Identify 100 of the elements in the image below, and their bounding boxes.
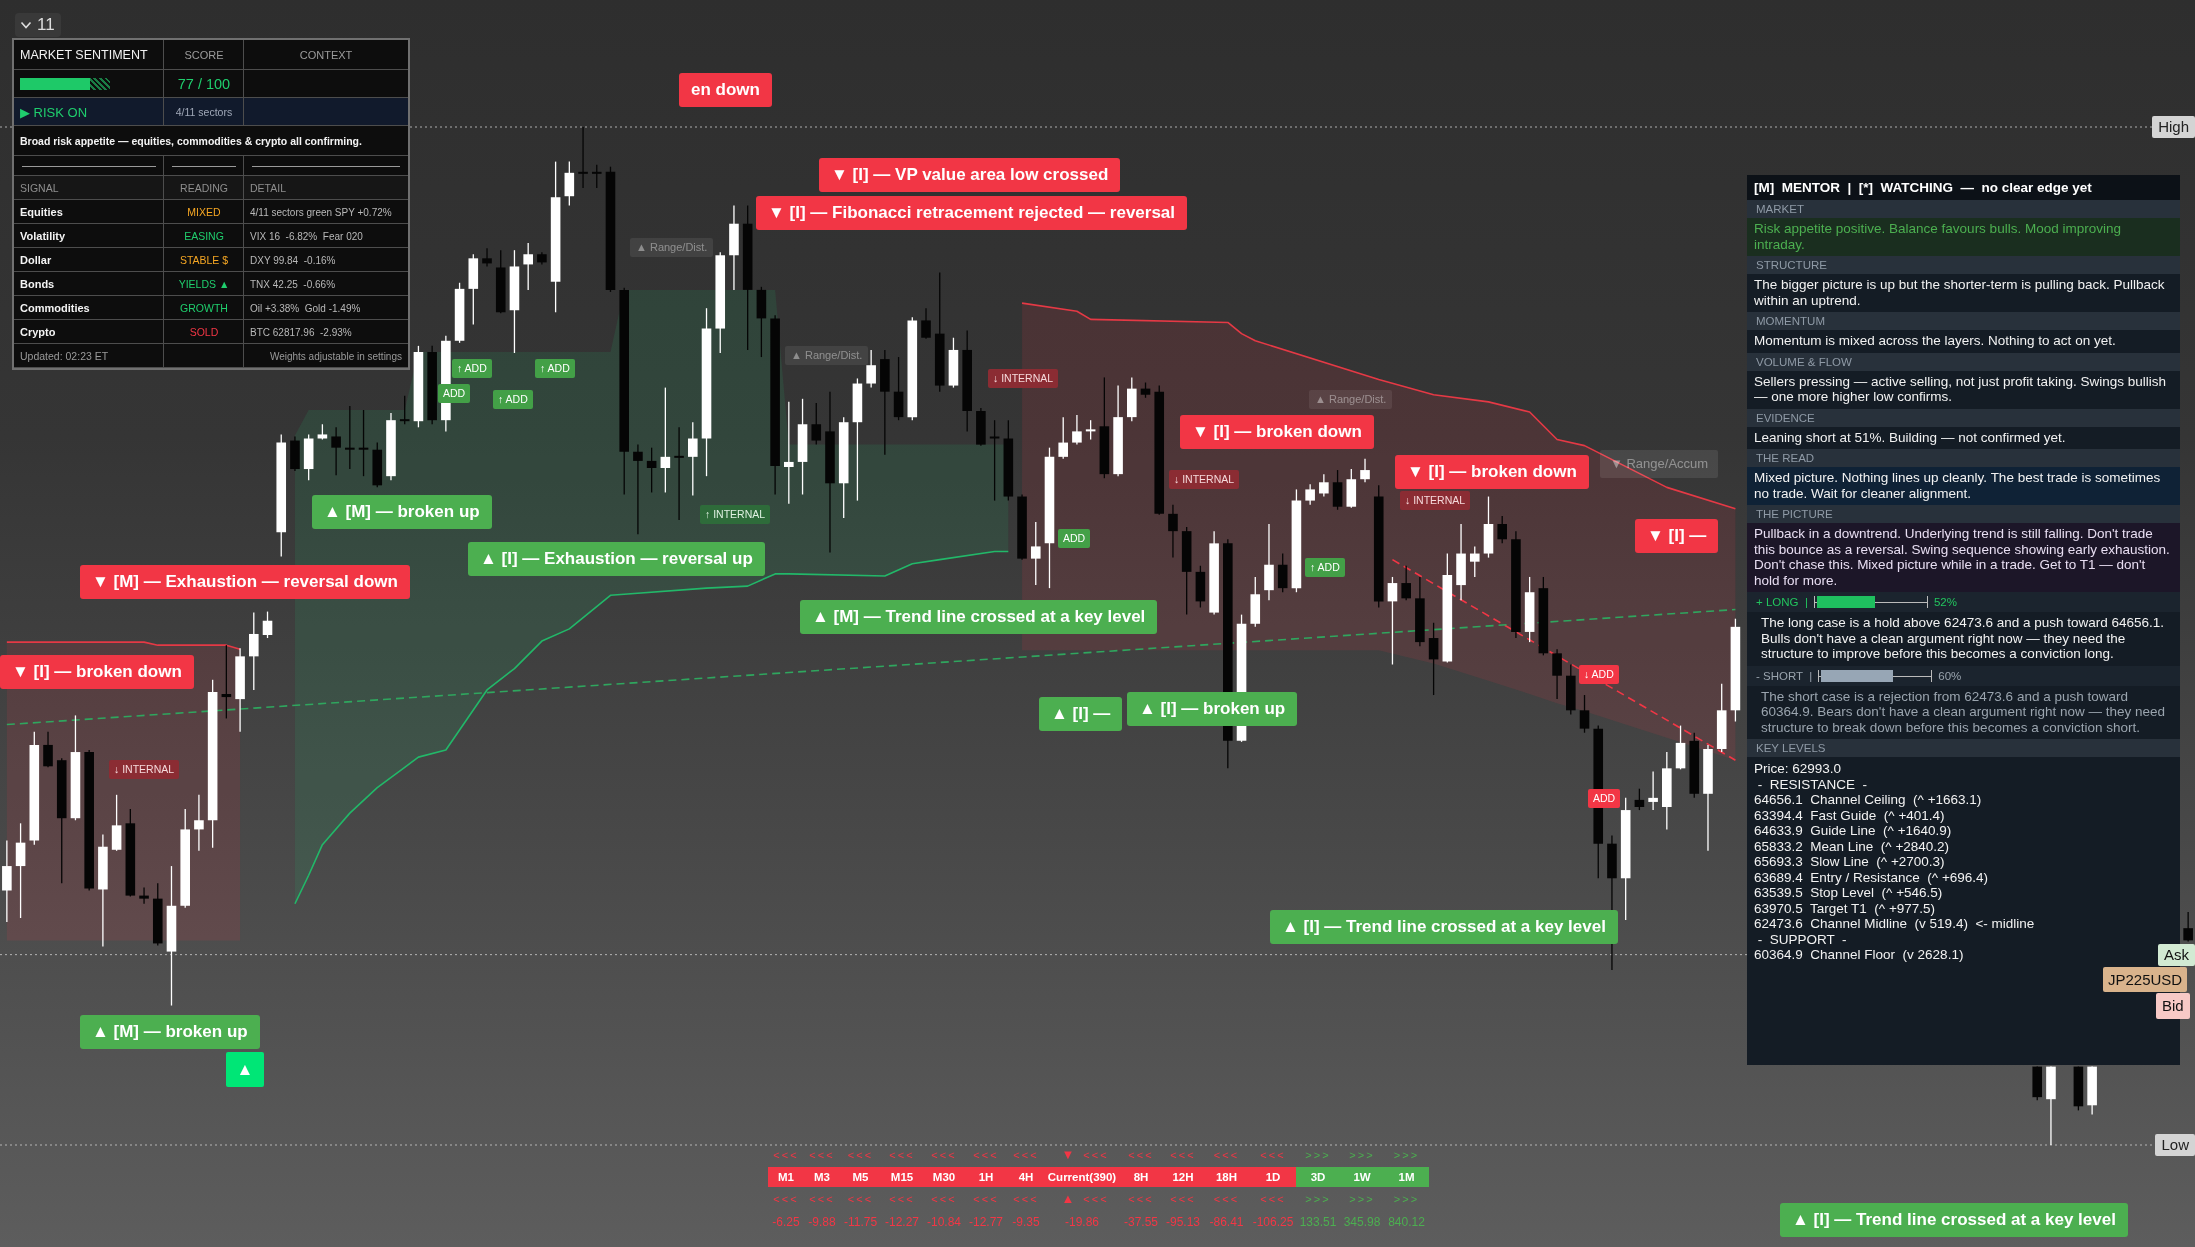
candlestick: [1072, 414, 1082, 446]
annotation: ↓ INTERNAL: [1169, 470, 1240, 489]
text: <<<: [847, 1148, 874, 1163]
data-label: -11.75: [843, 1214, 878, 1231]
annotation: - SUPPORT -: [1756, 931, 1848, 947]
candlestick: [1085, 419, 1096, 441]
category-label: M30: [923, 1167, 965, 1187]
text: <<<: [1128, 1192, 1154, 1207]
ref-line-label: High: [2152, 116, 2195, 138]
text: ▲ [I] — Trend line crossed at a key level: [1780, 1203, 2128, 1237]
text: SCORE: [164, 40, 244, 70]
annotation: ADD: [1058, 529, 1091, 548]
candlestick: [688, 421, 698, 497]
text: MARKET SENTIMENT: [14, 40, 164, 70]
annotation: THE READ: [1747, 449, 2180, 467]
category-label: 1H: [965, 1167, 1007, 1187]
annotation: The long case is a hold above 62473.6 and a push toward 64656.1. Bulls don't have a clean argument right now — they need the structure to improve before this becomes a conviction long.: [1760, 614, 2166, 663]
annotation: ▲ [I] — Exhaustion — reversal up: [468, 542, 765, 576]
annotation: Bonds: [14, 272, 164, 296]
annotation: STRUCTURE: [1747, 256, 2180, 274]
candlestick: [2183, 911, 2193, 943]
data-label: -106.25: [1252, 1214, 1294, 1231]
annotation: ▲ Range/Dist.: [1309, 390, 1393, 409]
text: <<<: [1013, 1148, 1039, 1163]
annotation: THE PICTURE: [1747, 505, 2180, 523]
data-label: -10.84: [926, 1214, 962, 1231]
annotation: 63970.5 Target T1 (^ +977.5): [1754, 900, 1937, 916]
candlestick: [43, 731, 53, 768]
text: >>>: [1393, 1148, 1420, 1163]
candlestick: [1579, 694, 1590, 734]
annotation: + LONG |: [1756, 596, 1808, 608]
text: 77 / 100: [164, 70, 244, 98]
data-label: -86.41: [1209, 1214, 1244, 1231]
data-label: -9.35: [1012, 1214, 1040, 1231]
annotation: ▼ [I] —: [1635, 519, 1719, 553]
text: <<<: [1128, 1148, 1154, 1163]
candlestick: [660, 386, 671, 494]
candlestick: [1497, 515, 1508, 545]
annotation: ▲ [M] — broken up: [80, 1015, 260, 1049]
text: <<<: [1213, 1148, 1240, 1163]
annotation: ▼ [I] — VP value area low crossed: [819, 158, 1121, 192]
ref-line-label: Ask: [2157, 943, 2195, 966]
annotation: Weights adjustable in settings: [244, 344, 408, 368]
text: ▼: [1061, 1146, 1075, 1164]
text: <<<: [847, 1192, 874, 1207]
annotation: ▲ Range/Dist.: [785, 346, 869, 365]
candlestick: [1401, 565, 1411, 602]
annotation: Volatility: [14, 224, 164, 248]
data-label: -12.77: [968, 1214, 1004, 1231]
candlestick: [1277, 552, 1288, 593]
annotation: 64633.9 Guide Line (^ +1640.9): [1754, 823, 1953, 839]
annotation: ↓ INTERNAL: [988, 369, 1059, 388]
annotation: ▲ [M] — broken up: [312, 495, 492, 529]
annotation: The bigger picture is up but the shorter-term is pulling back. Pullback within an uptrend.: [1753, 276, 2166, 310]
candlestick: [1030, 521, 1041, 586]
annotation: 65833.2 Mean Line (^ +2840.2): [1754, 838, 1951, 854]
annotation: ↑ ADD: [535, 359, 575, 378]
candlestick: [331, 426, 341, 476]
annotation: Bid: [2156, 993, 2190, 1019]
candlestick: [1360, 458, 1370, 483]
annotation: DXY 99.84 -0.16%: [244, 248, 408, 272]
candlestick: [15, 822, 26, 919]
category-label: 3D: [1296, 1167, 1340, 1187]
annotation: BTC 62817.96 -2.93%: [244, 320, 408, 344]
annotation: Oil +3.38% Gold -1.49%: [244, 296, 408, 320]
text: <<<: [973, 1192, 999, 1207]
category-label: 1D: [1250, 1167, 1296, 1187]
text: en down: [679, 73, 772, 107]
text: <<<: [1083, 1148, 1109, 1163]
annotation: 52%: [1933, 596, 1957, 608]
candlestick: [399, 395, 410, 425]
annotation: EASING: [164, 224, 244, 248]
annotation: 62473.6 Channel Midline (v 519.4) <- midline: [1754, 916, 2036, 932]
text: <<<: [809, 1148, 835, 1163]
candlestick: [249, 611, 259, 691]
annotation: ▼ [M] — Exhaustion — reversal down: [80, 565, 410, 599]
annotation: KEY LEVELS: [1747, 739, 2180, 757]
annotation: ▲ [I] — broken up: [1127, 692, 1298, 726]
category-label: 18H: [1203, 1167, 1250, 1187]
annotation: 60%: [1938, 669, 1962, 682]
text: 11: [15, 13, 61, 37]
annotation: MOMENTUM: [1747, 312, 2180, 330]
ref-line-label: Low: [2155, 1134, 2195, 1156]
text: <<<: [1213, 1192, 1240, 1207]
category-label: 1W: [1340, 1167, 1384, 1187]
annotation: Sellers pressing — active selling, not just profit taking. Swings bullish — one more higher low confirms.: [1753, 372, 2167, 406]
candlestick: [811, 402, 822, 446]
text: <<<: [773, 1192, 799, 1207]
category-label: 4H: [1007, 1167, 1045, 1187]
candlestick: [1634, 788, 1645, 811]
text: >>>: [1305, 1148, 1331, 1163]
annotation: Momentum is mixed across the layers. Nothing to act on yet.: [1753, 332, 2117, 350]
annotation: 63539.5 Stop Level (^ +546.5): [1754, 885, 1944, 901]
category-label: M15: [881, 1167, 923, 1187]
candlestick: [591, 164, 602, 189]
category-label: 1M: [1384, 1167, 1429, 1187]
text: >>>: [1349, 1192, 1375, 1207]
data-label: -6.25: [772, 1214, 800, 1231]
annotation: TNX 42.25 -0.66%: [244, 272, 408, 296]
candlestick: [1058, 416, 1069, 460]
